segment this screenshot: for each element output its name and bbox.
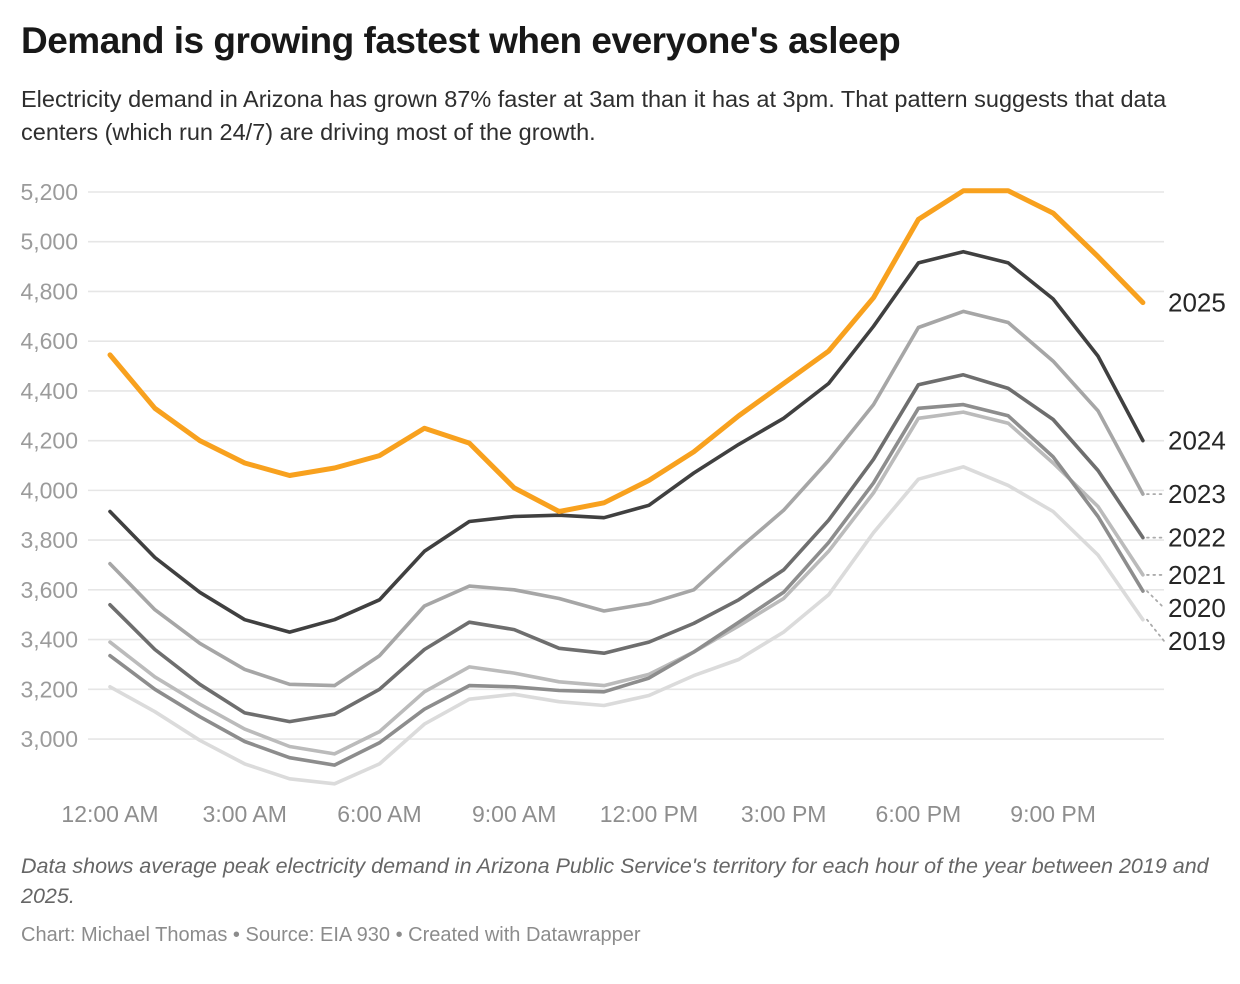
year-label-2022: 2022 (1168, 523, 1226, 553)
x-axis-labels: 12:00 AM 3:00 AM 6:00 AM 9:00 AM 12:00 PM 3:0… (61, 801, 1096, 827)
line-chart[interactable]: 5,200 5,000 4,800 4,600 4,400 4,200 4,000 3,800… (0, 172, 1240, 832)
series-line-2019[interactable] (108, 465, 1145, 786)
y-tick-label: 4,600 (20, 328, 78, 354)
label-connector-2019 (1146, 618, 1165, 642)
series-lines (107, 188, 1146, 786)
chart-note: Data shows average peak electricity dema… (21, 854, 1209, 908)
x-tick-label: 3:00 AM (203, 801, 287, 827)
line-chart-canvas[interactable]: 5,200 5,000 4,800 4,600 4,400 4,200 4,000 3,800… (0, 172, 1240, 832)
x-tick-label: 9:00 PM (1010, 801, 1096, 827)
series-line-2023[interactable] (108, 309, 1145, 688)
series-line-2020[interactable] (108, 402, 1145, 767)
y-tick-label: 4,800 (20, 278, 78, 304)
y-tick-label: 5,000 (20, 229, 78, 255)
series-line-2021[interactable] (108, 410, 1145, 756)
chart-footer: Data shows average peak electricity dema… (21, 852, 1221, 947)
x-tick-label: 12:00 PM (600, 801, 698, 827)
series-line-2024[interactable] (108, 249, 1145, 634)
x-tick-label: 12:00 AM (61, 801, 158, 827)
y-tick-label: 4,200 (20, 428, 78, 454)
y-tick-label: 3,400 (20, 627, 78, 653)
y-tick-label: 3,000 (20, 726, 78, 752)
x-tick-label: 9:00 AM (472, 801, 556, 827)
y-tick-label: 4,000 (20, 477, 78, 503)
series-line-2025[interactable] (107, 188, 1146, 514)
y-tick-label: 3,600 (20, 577, 78, 603)
chart-subtitle: Electricity demand in Arizona has grown … (21, 85, 1167, 145)
label-connectors (1146, 493, 1165, 642)
y-tick-label: 3,800 (20, 527, 78, 553)
y-axis-labels: 5,200 5,000 4,800 4,600 4,400 4,200 4,000 3,800… (20, 179, 78, 752)
x-tick-label: 6:00 AM (337, 801, 421, 827)
y-tick-label: 4,400 (20, 378, 78, 404)
x-tick-label: 3:00 PM (741, 801, 827, 827)
year-label-2021: 2021 (1168, 560, 1226, 590)
year-label-2019: 2019 (1168, 626, 1226, 656)
year-label-2023: 2023 (1168, 479, 1226, 509)
year-label-2024: 2024 (1168, 426, 1226, 456)
label-connector-2020 (1146, 590, 1165, 609)
series-line-2022[interactable] (108, 373, 1145, 724)
chart-credit: Chart: Michael Thomas • Source: EIA 930 … (21, 924, 641, 947)
chart-header: Demand is growing fastest when everyone'… (0, 0, 1240, 149)
chart-title: Demand is growing fastest when everyone'… (21, 20, 901, 61)
y-tick-label: 5,200 (20, 179, 78, 205)
x-tick-label: 6:00 PM (876, 801, 962, 827)
year-label-2020: 2020 (1168, 593, 1226, 623)
year-label-2025: 2025 (1168, 288, 1226, 318)
y-tick-label: 3,200 (20, 676, 78, 702)
